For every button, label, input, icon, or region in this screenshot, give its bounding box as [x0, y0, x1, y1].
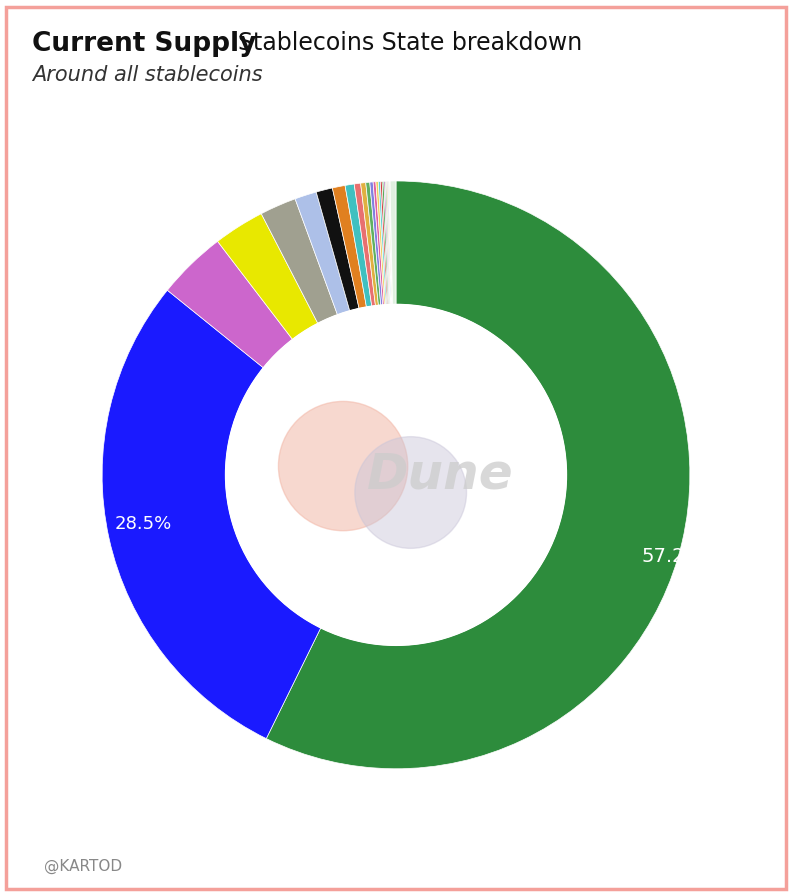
Wedge shape	[360, 183, 379, 306]
Circle shape	[355, 436, 466, 548]
Wedge shape	[384, 181, 390, 305]
Text: @KARTOD: @KARTOD	[44, 858, 122, 874]
Wedge shape	[385, 181, 390, 305]
Text: Around all stablecoins: Around all stablecoins	[32, 65, 262, 84]
Wedge shape	[366, 182, 381, 306]
Text: 57.2%: 57.2%	[641, 547, 703, 565]
Wedge shape	[386, 181, 391, 305]
Wedge shape	[376, 182, 386, 305]
Circle shape	[226, 305, 566, 645]
Wedge shape	[387, 181, 392, 305]
Wedge shape	[389, 181, 392, 305]
Wedge shape	[266, 181, 690, 769]
Wedge shape	[333, 185, 367, 308]
Wedge shape	[316, 188, 359, 311]
Circle shape	[279, 401, 408, 530]
Wedge shape	[390, 181, 396, 305]
Text: Dune: Dune	[367, 451, 513, 499]
Wedge shape	[345, 184, 371, 307]
Wedge shape	[167, 241, 292, 367]
Wedge shape	[379, 181, 386, 305]
Text: 28.5%: 28.5%	[114, 515, 171, 533]
Wedge shape	[218, 214, 318, 340]
Text: Stablecoins State breakdown: Stablecoins State breakdown	[238, 31, 582, 56]
Wedge shape	[380, 181, 388, 305]
Wedge shape	[382, 181, 389, 305]
Wedge shape	[373, 182, 384, 305]
Wedge shape	[261, 199, 337, 323]
Wedge shape	[390, 181, 393, 305]
Wedge shape	[295, 192, 350, 314]
Text: Current Supply: Current Supply	[32, 31, 256, 57]
Wedge shape	[102, 290, 321, 738]
Wedge shape	[354, 183, 375, 306]
Wedge shape	[370, 182, 383, 306]
